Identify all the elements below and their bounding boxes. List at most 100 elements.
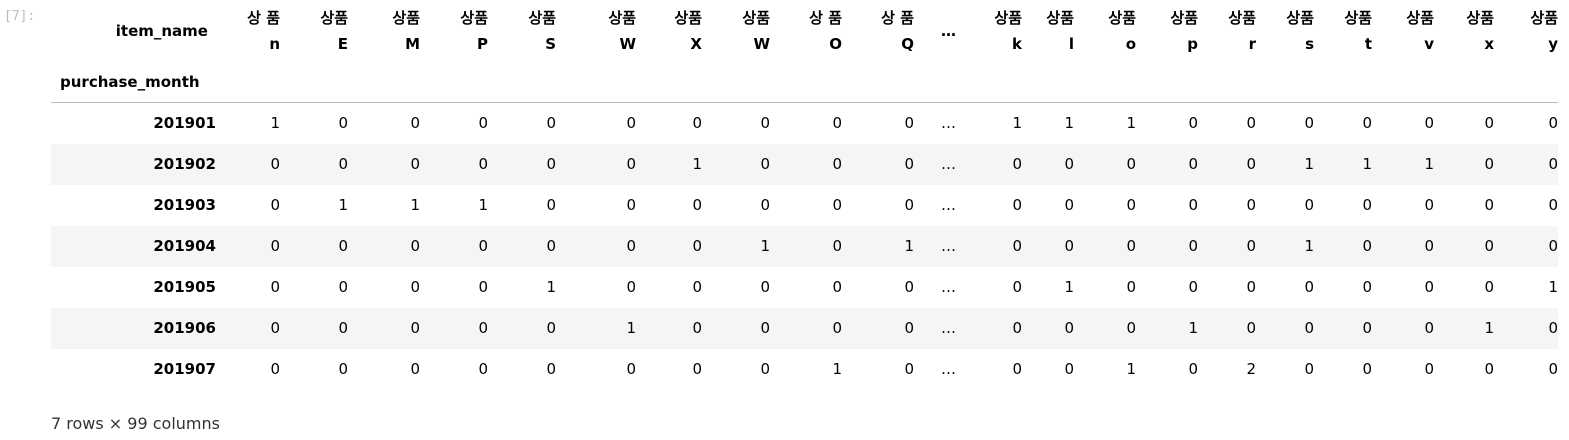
table-cell: 0 (410, 114, 420, 133)
table-cell: 0 (1304, 360, 1314, 378)
table-cell: 0 (410, 278, 420, 296)
table-cell: 1 (1064, 114, 1074, 133)
table-cell: 0 (832, 155, 842, 173)
table-cell: 0 (270, 278, 280, 296)
table-cell: 0 (760, 319, 770, 337)
column-header: 상 품 n (216, 0, 280, 62)
table-cell: 0 (1424, 114, 1434, 133)
column-header-bottom: l (1068, 35, 1074, 53)
column-header-top: 상품 (460, 9, 488, 27)
table-cell: 0 (692, 114, 702, 133)
table-cell: 0 (692, 319, 702, 337)
table-cell: 0 (832, 319, 842, 337)
table-cell: 0 (904, 319, 914, 337)
column-header-top: 상 품 (881, 9, 914, 27)
index-name-row-spacer (420, 62, 488, 103)
table-cell: 0 (1246, 319, 1256, 337)
column-header: 상품 x (1434, 0, 1494, 62)
column-header: 상품 S (488, 0, 556, 62)
index-name-row-spacer (1494, 62, 1558, 103)
index-name-row-spacer (216, 62, 280, 103)
column-header-bottom: W (753, 35, 770, 53)
table-cell: 0 (546, 360, 556, 378)
table-cell: 1 (1304, 237, 1314, 255)
table-cell: 0 (270, 360, 280, 378)
column-header-bottom: t (1364, 35, 1372, 53)
table-cell: 0 (832, 278, 842, 296)
table-cell: 1 (1126, 360, 1136, 378)
table-cell-ellipsis: … (941, 278, 956, 296)
column-header-top: 상품 (1170, 9, 1198, 27)
table-cell: 0 (1012, 278, 1022, 296)
table-cell: 0 (1188, 155, 1198, 173)
table-cell: 0 (1012, 237, 1022, 255)
table-cell: 0 (692, 278, 702, 296)
table-cell: 1 (692, 155, 702, 173)
table-cell: 0 (1064, 319, 1074, 337)
table-cell: 0 (1246, 237, 1256, 255)
table-cell: 1 (832, 360, 842, 378)
table-cell: 0 (270, 319, 280, 337)
column-header-top: 상 품 (809, 9, 842, 27)
table-cell: 0 (692, 196, 702, 214)
column-header-top: 상품 (1108, 9, 1136, 27)
table-cell: 0 (1362, 114, 1372, 133)
column-header-top: 상품 (1344, 9, 1372, 27)
index-name-row-spacer (702, 62, 770, 103)
table-cell-ellipsis: … (941, 155, 956, 173)
table-cell: 0 (1126, 278, 1136, 296)
column-header: 상품 r (1198, 0, 1256, 62)
column-header-ellipsis: … (914, 0, 956, 62)
table-cell: 0 (904, 196, 914, 214)
table-cell: 0 (338, 319, 348, 337)
column-header-bottom: O (829, 35, 842, 53)
row-index-label: 201901 (153, 114, 216, 133)
table-cell: 0 (546, 114, 556, 133)
table-cell: 0 (626, 237, 636, 255)
table-cell: 0 (1012, 155, 1022, 173)
table-cell: 0 (1188, 360, 1198, 378)
column-header-top: 상품 (528, 9, 556, 27)
column-header: 상 품 Q (842, 0, 914, 62)
table-cell: 1 (904, 237, 914, 255)
table-cell: 0 (626, 155, 636, 173)
table-cell: 0 (546, 237, 556, 255)
table-cell-ellipsis: … (941, 196, 956, 214)
table-cell: 0 (1548, 319, 1558, 337)
table-cell: 0 (1484, 114, 1494, 133)
table-cell: 0 (1484, 196, 1494, 214)
cell-execution-count: [7]: (4, 9, 36, 24)
column-header: 상품 X (636, 0, 702, 62)
table-cell: 0 (1304, 319, 1314, 337)
index-name-row-spacer (556, 62, 636, 103)
table-cell-ellipsis: … (941, 360, 956, 378)
table-cell: 0 (1246, 278, 1256, 296)
column-header: 상품 v (1372, 0, 1434, 62)
table-cell: 0 (1064, 155, 1074, 173)
column-header-bottom: n (269, 35, 280, 53)
table-cell: 0 (270, 155, 280, 173)
table-cell: 1 (1362, 155, 1372, 173)
index-name-row-spacer (1256, 62, 1314, 103)
index-name-row-spacer (914, 62, 956, 103)
table-cell: 0 (1012, 360, 1022, 378)
column-header: 상품 l (1022, 0, 1074, 62)
table-cell: 0 (904, 360, 914, 378)
index-name-row-spacer (1136, 62, 1198, 103)
table-cell: 0 (478, 237, 488, 255)
table-cell: 0 (1304, 196, 1314, 214)
table-cell: 0 (626, 278, 636, 296)
column-header-top: 상품 (674, 9, 702, 27)
table-cell: 0 (832, 114, 842, 133)
table-cell: 0 (1424, 196, 1434, 214)
table-cell: 0 (546, 155, 556, 173)
table-cell: 0 (270, 237, 280, 255)
table-cell: 0 (760, 155, 770, 173)
column-header-bottom: W (619, 35, 636, 53)
column-header: 상품 W (702, 0, 770, 62)
column-header-top: 상품 (608, 9, 636, 27)
column-header-top: 상품 (1466, 9, 1494, 27)
table-cell: 0 (1424, 278, 1434, 296)
table-cell: 0 (1548, 360, 1558, 378)
